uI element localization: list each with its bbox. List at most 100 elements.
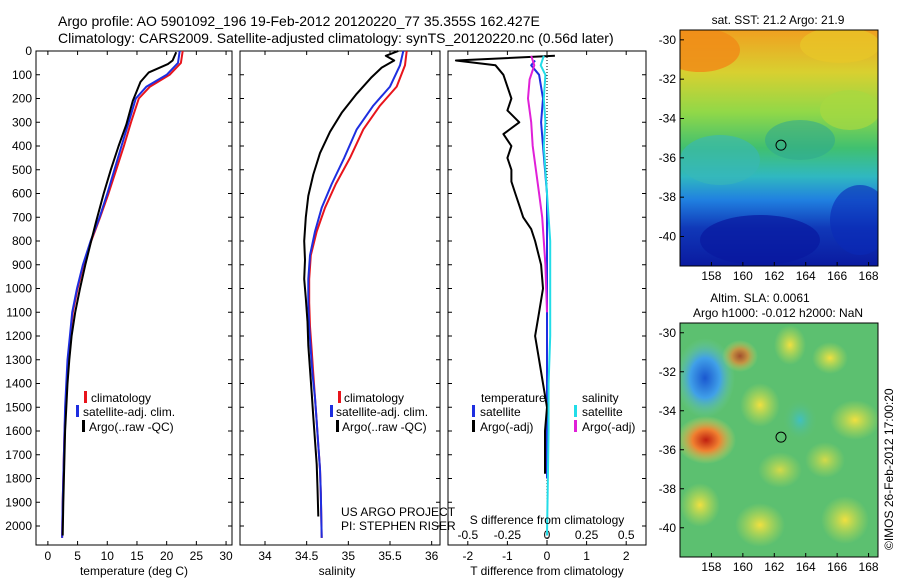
legend-swatch-s-satellite — [574, 405, 577, 417]
figure-subtitle: Climatology: CARS2009. Satellite-adjuste… — [58, 30, 614, 46]
map-y-tick-label: -38 — [659, 190, 677, 204]
legend-label-argo: Argo(..raw -QC) — [89, 420, 174, 434]
map-x-tick-label: 168 — [859, 560, 879, 574]
map-y-tick-label: -36 — [659, 151, 677, 165]
series-line-argo_s — [527, 55, 548, 313]
map-x-tick-label: 160 — [733, 560, 753, 574]
salinity-legend: climatology satellite-adj. clim. Argo(..… — [330, 391, 428, 434]
legend-swatch-t-satellite — [472, 405, 475, 417]
x-tick-label: -2 — [462, 549, 473, 563]
s-difference-axis-label: S difference from climatology — [470, 513, 625, 527]
legend-swatch-climatology — [338, 391, 341, 403]
sst-map-axes: 158 160 162 164 166 168 -30 -32 -34 -36 -38 -40 — [659, 33, 879, 283]
y-tick-label: 2000 — [5, 519, 32, 533]
legend-title-salinity: salinity — [582, 391, 619, 405]
x-tick-label: 2 — [623, 549, 630, 563]
map-y-tick-label: -34 — [659, 404, 677, 418]
x-tick-label: 36 — [425, 549, 439, 563]
y-tick-label: 1700 — [5, 448, 32, 462]
y-tick-label: 1200 — [5, 329, 32, 343]
legend-label-climatology: climatology — [91, 391, 151, 405]
legend-title-temperature: temperature — [481, 391, 546, 405]
map-y-tick-label: -36 — [659, 443, 677, 457]
sla-map-subtitle: Argo h1000: -0.012 h2000: NaN — [693, 306, 863, 320]
map-y-tick-label: -32 — [659, 72, 677, 86]
temperature-legend: climatology satellite-adj. clim. Argo(..… — [76, 391, 175, 434]
salinity-x-axis-label: salinity — [319, 564, 356, 578]
x-tick-label: 0 — [544, 549, 551, 563]
argo-position-marker — [775, 139, 787, 151]
sla-map-frame — [679, 322, 879, 558]
legend-label-argo: Argo(..raw -QC) — [342, 420, 427, 434]
legend-swatch-t-argo — [472, 420, 475, 432]
s-diff-tick-label: 0.25 — [575, 528, 599, 542]
map-x-tick-label: 162 — [764, 269, 784, 283]
y-tick-label: 1400 — [5, 377, 32, 391]
y-tick-label: 1300 — [5, 353, 32, 367]
difference-legend: temperature satellite Argo(-adj) salinit… — [472, 391, 635, 434]
y-tick-label: 100 — [12, 68, 32, 82]
legend-label-s-argo: Argo(-adj) — [582, 420, 635, 434]
x-tick-label: 30 — [219, 549, 233, 563]
project-name: US ARGO PROJECT — [341, 505, 456, 519]
map-x-tick-label: 166 — [827, 269, 847, 283]
argo-position-marker — [775, 431, 787, 443]
x-tick-label: 1 — [583, 549, 590, 563]
map-y-tick-label: -30 — [659, 326, 677, 340]
y-tick-label: 1000 — [5, 282, 32, 296]
y-tick-label: 1800 — [5, 472, 32, 486]
y-tick-label: 1500 — [5, 400, 32, 414]
y-tick-label: 0 — [25, 44, 32, 58]
series-line-argo — [454, 54, 555, 474]
map-y-tick-label: -40 — [659, 521, 677, 535]
figure-title: Argo profile: AO 5901092_196 19-Feb-2012… — [58, 13, 540, 29]
series-line-argo — [61, 51, 178, 536]
series-line-satellite — [307, 50, 405, 538]
series-line-satellite_s — [539, 55, 552, 536]
s-diff-tick-label: -0.25 — [494, 528, 522, 542]
y-tick-label: 400 — [12, 139, 32, 153]
y-tick-label: 900 — [12, 258, 32, 272]
y-tick-label: 700 — [12, 210, 32, 224]
legend-label-climatology: climatology — [344, 391, 404, 405]
y-tick-label: 600 — [12, 187, 32, 201]
map-x-tick-label: 162 — [764, 560, 784, 574]
series-line-argo — [303, 50, 399, 517]
x-tick-label: 0 — [45, 549, 52, 563]
t-difference-x-axis-label: T difference from climatology — [470, 564, 624, 578]
map-x-tick-label: 166 — [827, 560, 847, 574]
map-x-tick-label: 164 — [796, 560, 816, 574]
sla-map-title: Altim. SLA: 0.0061 — [710, 291, 810, 305]
legend-label-s-satellite: satellite — [582, 405, 623, 419]
legend-swatch-satellite — [330, 405, 333, 417]
legend-label-t-satellite: satellite — [480, 405, 521, 419]
s-diff-tick-label: 0.5 — [618, 528, 635, 542]
legend-label-satellite: satellite-adj. clim. — [83, 405, 175, 419]
temperature-profile-panel: 0100200300400500600700800900100011001200… — [5, 44, 233, 563]
x-tick-label: 25 — [190, 549, 204, 563]
map-x-tick-label: 158 — [701, 560, 721, 574]
project-pi: PI: STEPHEN RISER — [341, 519, 456, 533]
x-tick-label: -1 — [502, 549, 513, 563]
map-y-tick-label: -34 — [659, 112, 677, 126]
legend-label-t-argo: Argo(-adj) — [480, 420, 533, 434]
y-tick-label: 500 — [12, 163, 32, 177]
map-x-tick-label: 164 — [796, 269, 816, 283]
map-y-tick-label: -40 — [659, 230, 677, 244]
x-tick-label: 35 — [342, 549, 356, 563]
legend-swatch-s-argo — [574, 420, 577, 432]
temperature-x-axis-label: temperature (deg C) — [80, 564, 188, 578]
legend-swatch-argo — [336, 420, 339, 432]
legend-swatch-climatology — [84, 391, 87, 403]
y-tick-label: 1900 — [5, 495, 32, 509]
sst-heatmap — [680, 30, 878, 266]
map-x-tick-label: 158 — [701, 269, 721, 283]
y-tick-label: 1100 — [6, 305, 32, 319]
plot-frame — [35, 50, 233, 546]
sst-map-title: sat. SST: 21.2 Argo: 21.9 — [712, 13, 845, 27]
x-tick-label: 20 — [160, 549, 174, 563]
x-tick-label: 5 — [74, 549, 81, 563]
salinity-profile-panel: 34 34.5 35 35.5 36 — [239, 50, 441, 563]
map-x-tick-label: 168 — [859, 269, 879, 283]
